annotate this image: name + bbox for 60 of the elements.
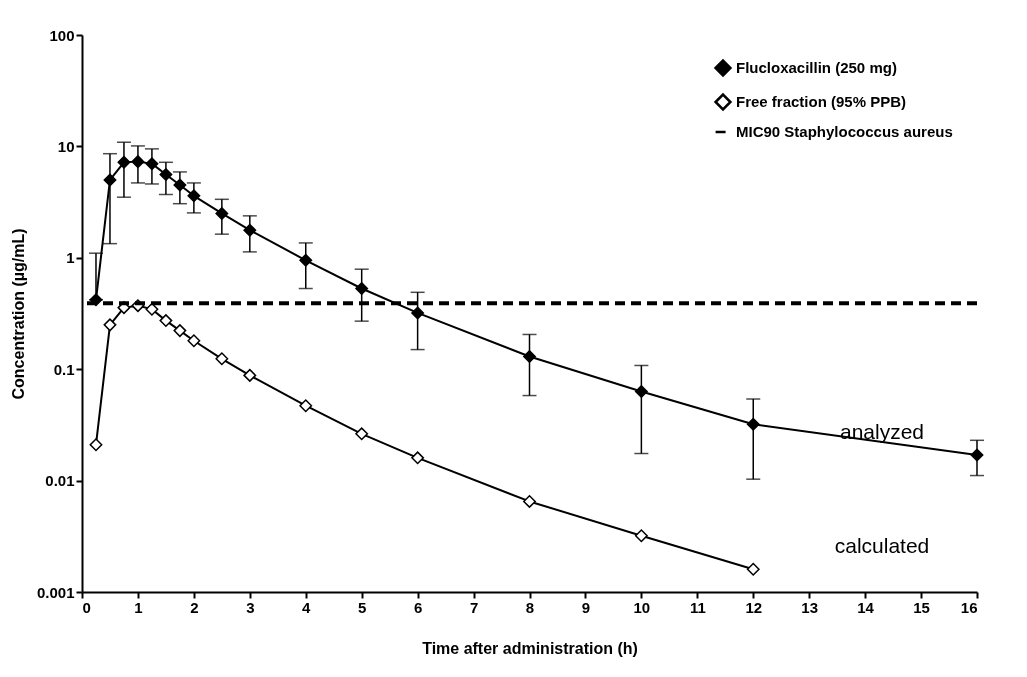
y-tick-label: 1 <box>66 249 75 267</box>
x-tick-label: 3 <box>246 598 255 616</box>
x-tick-label: 7 <box>469 598 479 616</box>
x-tick-label: 13 <box>801 598 819 616</box>
point <box>411 306 425 320</box>
x-tick-label: 10 <box>633 598 651 616</box>
x-tick-label: 16 <box>960 598 978 616</box>
x-tick-label: 2 <box>190 598 199 616</box>
y-tick-label: 0.001 <box>36 583 75 601</box>
point <box>159 314 173 328</box>
x-tick-label: 8 <box>525 598 535 616</box>
point <box>131 155 145 169</box>
point <box>523 494 536 508</box>
x-tick-label: 11 <box>689 598 706 616</box>
point <box>243 223 257 237</box>
point <box>299 399 313 413</box>
annotation: calculated <box>834 534 930 558</box>
point <box>411 451 425 465</box>
point <box>103 173 117 187</box>
point <box>145 302 159 316</box>
point <box>173 324 187 338</box>
x-tick-label: 9 <box>581 598 591 616</box>
y-tick-label: 100 <box>49 26 75 44</box>
y-tick-label: 10 <box>57 137 75 155</box>
point <box>215 207 229 220</box>
legend-label: MIC90 Staphylococcus aureus <box>736 123 953 140</box>
x-tick-label: 6 <box>413 598 423 616</box>
point <box>89 438 103 452</box>
x-tick-label: 1 <box>134 598 143 616</box>
legend-label: Flucloxacillin (250 mg) <box>736 59 897 76</box>
point <box>215 352 229 366</box>
x-tick-label: 5 <box>358 598 367 616</box>
point <box>145 157 159 171</box>
x-tick-label: 14 <box>857 598 875 616</box>
point <box>634 385 648 398</box>
point <box>523 350 536 363</box>
point <box>634 529 648 543</box>
annotation: analyzed <box>839 419 925 443</box>
y-tick-label: 0.1 <box>53 360 75 378</box>
y-axis-title: Concentration (µg/mL) <box>9 228 27 400</box>
point <box>159 168 173 181</box>
legend-label: Free fraction (95% PPB) <box>736 93 907 110</box>
point <box>299 253 313 267</box>
x-axis-title: Time after administration (h) <box>422 639 638 657</box>
point <box>970 448 984 462</box>
point <box>117 155 131 169</box>
y-tick-label: 0.01 <box>45 472 75 490</box>
point <box>746 417 760 431</box>
point <box>746 562 760 576</box>
point <box>355 427 369 441</box>
point <box>355 282 369 295</box>
x-tick-label: 15 <box>913 598 930 616</box>
point <box>187 189 201 203</box>
point <box>103 318 117 332</box>
x-tick-label: 0 <box>82 598 91 616</box>
x-tick-label: 4 <box>302 598 312 616</box>
x-tick-label: 12 <box>745 598 763 616</box>
point <box>173 178 187 192</box>
point <box>187 334 201 348</box>
point <box>243 368 257 382</box>
